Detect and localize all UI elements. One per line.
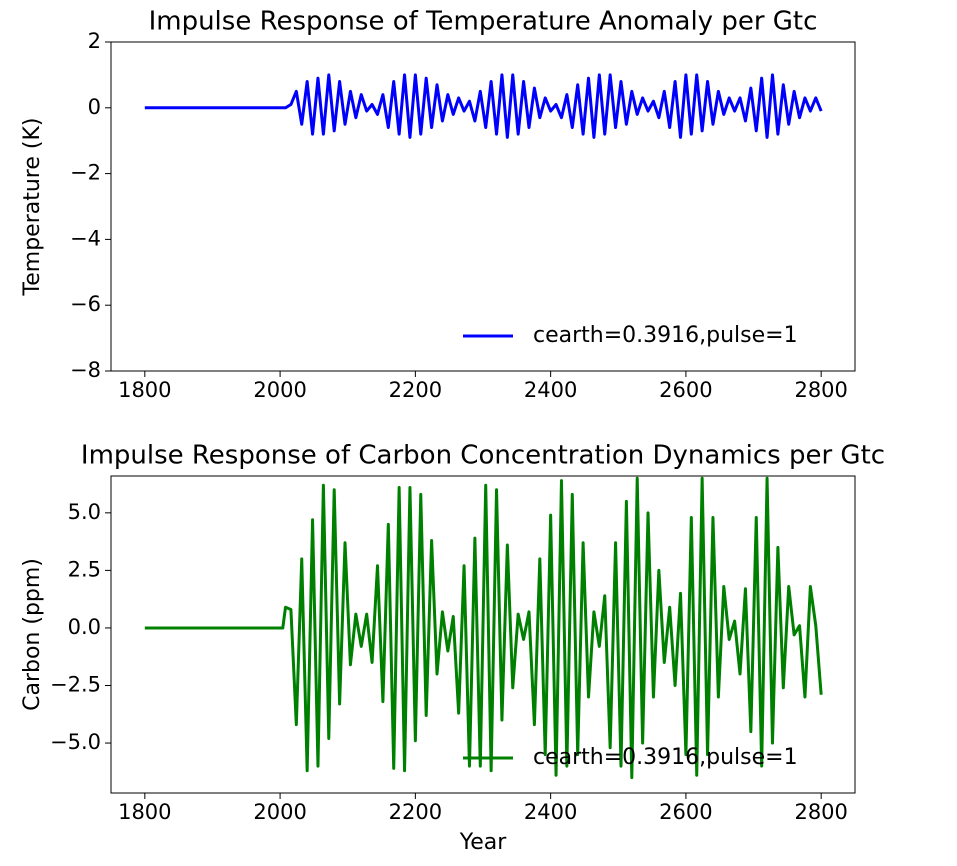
x-tick-label: 2800 (794, 378, 847, 402)
x-tick-label: 2200 (389, 378, 442, 402)
y-tick-label: −4 (70, 226, 101, 250)
y-tick-label: −8 (70, 358, 101, 382)
x-tick-label: 2400 (524, 800, 577, 824)
y-axis-label: Temperature (K) (20, 118, 45, 297)
y-tick-label: 0.0 (68, 615, 101, 639)
y-tick-label: −6 (70, 292, 101, 316)
y-tick-label: 2.5 (68, 557, 101, 581)
x-tick-label: 2400 (524, 378, 577, 402)
y-tick-label: −2.5 (50, 672, 101, 696)
x-tick-label: 2600 (659, 800, 712, 824)
y-tick-label: −2 (70, 161, 101, 185)
legend-label: cearth=0.3916,pulse=1 (533, 745, 798, 770)
x-tick-label: 1800 (118, 800, 171, 824)
y-tick-label: 2 (88, 29, 101, 53)
x-tick-label: 1800 (118, 378, 171, 402)
y-tick-label: 5.0 (68, 500, 101, 524)
x-tick-label: 2200 (389, 800, 442, 824)
x-axis-label: Year (459, 830, 508, 855)
data-line (144, 476, 823, 780)
x-tick-label: 2000 (253, 378, 306, 402)
plot-frame (110, 41, 856, 372)
y-axis-label: Carbon (ppm) (20, 558, 45, 711)
chart-title: Impulse Response of Carbon Concentration… (81, 441, 885, 471)
y-tick-label: −5.0 (50, 730, 101, 754)
plot-frame (110, 475, 856, 794)
x-tick-label: 2000 (253, 800, 306, 824)
y-tick-label: 0 (88, 95, 101, 119)
x-tick-label: 2600 (659, 378, 712, 402)
data-line (144, 73, 823, 139)
legend-label: cearth=0.3916,pulse=1 (533, 323, 798, 348)
x-tick-label: 2800 (794, 800, 847, 824)
chart-title: Impulse Response of Temperature Anomaly … (149, 7, 818, 37)
